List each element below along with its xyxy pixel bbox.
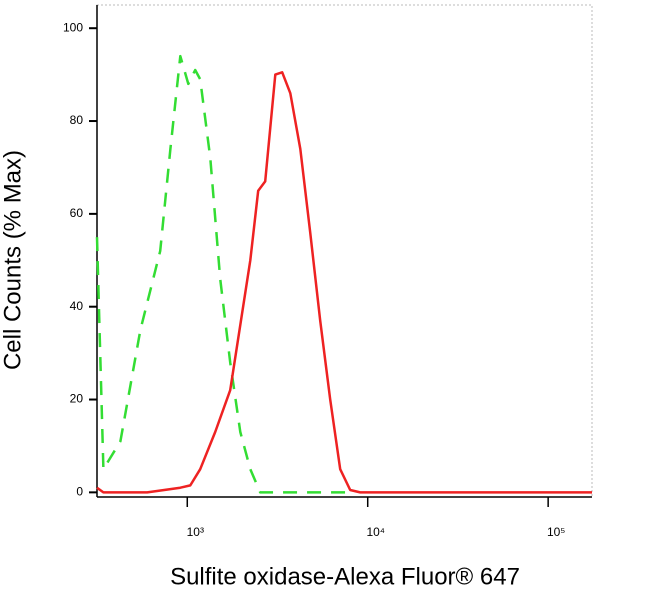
y-tick-label: 40 bbox=[70, 299, 84, 313]
y-axis-label: Cell Counts (% Max) bbox=[0, 150, 26, 370]
series-line bbox=[95, 54, 351, 494]
y-tick-label: 0 bbox=[76, 485, 83, 499]
plot-frame bbox=[96, 4, 593, 498]
y-tick-label: 60 bbox=[70, 206, 84, 220]
x-tick-label: 10⁵ bbox=[547, 525, 565, 539]
x-axis-label: Sulfite oxidase-Alexa Fluor® 647 bbox=[170, 563, 520, 590]
series-line bbox=[96, 71, 592, 494]
y-tick-label: 20 bbox=[70, 392, 84, 406]
y-tick-label: 100 bbox=[63, 20, 83, 34]
y-tick-label: 80 bbox=[70, 113, 84, 127]
x-tick-label: 10⁴ bbox=[366, 525, 385, 539]
x-tick-label: 10³ bbox=[187, 525, 204, 539]
